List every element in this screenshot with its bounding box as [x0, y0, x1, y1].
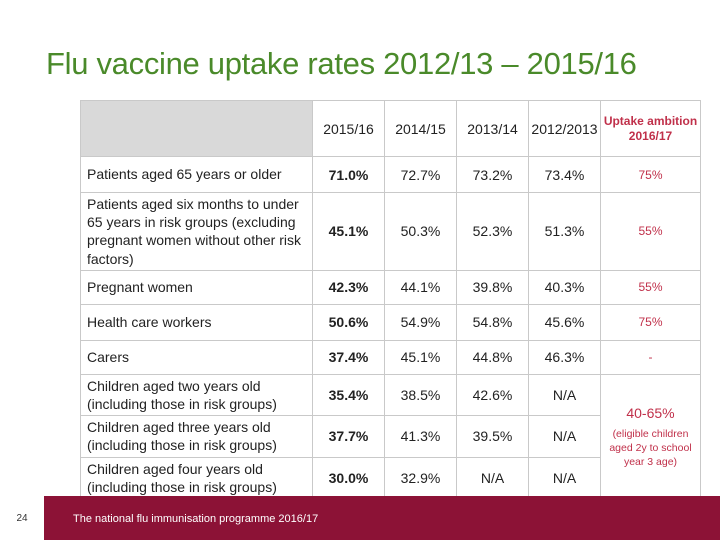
value-cell: 38.5% — [384, 373, 457, 417]
row-label: Children aged two years old (including t… — [80, 373, 313, 417]
ambition-cell: 75% — [600, 156, 701, 193]
value-cell: 45.1% — [384, 339, 457, 375]
table-row: Patients aged six months to under 65 yea… — [80, 192, 701, 271]
ambition-cell: - — [600, 339, 701, 375]
value-cell: 54.9% — [384, 303, 457, 341]
value-cell: 45.6% — [528, 303, 601, 341]
value-cell: 30.0% — [312, 456, 385, 499]
value-cell: 72.7% — [384, 156, 457, 193]
footer-text: The national flu immunisation programme … — [73, 513, 319, 525]
value-cell: 41.3% — [384, 415, 457, 458]
table-row: Children aged four years old (including … — [80, 456, 701, 499]
value-cell: 39.8% — [456, 269, 529, 305]
table-row: Children aged three years old (including… — [80, 415, 701, 458]
table-row: Carers 37.4% 45.1% 44.8% 46.3% - — [80, 339, 701, 375]
ambition-cell: 55% — [600, 192, 701, 271]
value-cell: 44.1% — [384, 269, 457, 305]
row-label: Carers — [80, 339, 313, 375]
value-cell: 45.1% — [312, 192, 385, 271]
value-cell: 54.8% — [456, 303, 529, 341]
value-cell: 71.0% — [312, 156, 385, 193]
footer-bar: 24 The national flu immunisation program… — [0, 496, 720, 540]
value-cell: 46.3% — [528, 339, 601, 375]
value-cell: 42.6% — [456, 373, 529, 417]
row-label: Children aged three years old (including… — [80, 415, 313, 458]
value-cell: N/A — [456, 456, 529, 499]
value-cell: 35.4% — [312, 373, 385, 417]
value-cell: 37.4% — [312, 339, 385, 375]
table-row: Pregnant women 42.3% 44.1% 39.8% 40.3% 5… — [80, 269, 701, 305]
page-number: 24 — [0, 496, 44, 540]
row-label: Health care workers — [80, 303, 313, 341]
ambition-column-header: Uptake ambition 2016/17 — [600, 100, 701, 157]
value-cell: 50.3% — [384, 192, 457, 271]
value-cell: N/A — [528, 456, 601, 499]
value-cell: 51.3% — [528, 192, 601, 271]
value-cell: 73.4% — [528, 156, 601, 193]
table-row: Patients aged 65 years or older 71.0% 72… — [80, 156, 701, 193]
header-label-cell — [80, 100, 313, 157]
table-header-row: 2015/16 2014/15 2013/14 2012/2013 Uptake… — [80, 100, 701, 157]
value-cell: N/A — [528, 373, 601, 417]
children-ambition-range: 40-65% — [626, 404, 675, 421]
children-ambition-cell: 40-65% (eligible children aged 2y to sch… — [600, 373, 701, 499]
column-header: 2015/16 — [312, 100, 385, 157]
ambition-cell: 75% — [600, 303, 701, 341]
value-cell: 44.8% — [456, 339, 529, 375]
value-cell: 39.5% — [456, 415, 529, 458]
value-cell: 40.3% — [528, 269, 601, 305]
column-header: 2014/15 — [384, 100, 457, 157]
table-row: Children aged two years old (including t… — [80, 373, 701, 499]
value-cell: 73.2% — [456, 156, 529, 193]
value-cell: 42.3% — [312, 269, 385, 305]
page-title: Flu vaccine uptake rates 2012/13 – 2015/… — [46, 46, 637, 81]
value-cell: 52.3% — [456, 192, 529, 271]
row-label: Pregnant women — [80, 269, 313, 305]
children-ambition-note: (eligible children aged 2y to school yea… — [609, 427, 692, 468]
column-header: 2012/2013 — [528, 100, 601, 157]
value-cell: N/A — [528, 415, 601, 458]
row-label: Patients aged six months to under 65 yea… — [80, 192, 313, 271]
ambition-cell: 55% — [600, 269, 701, 305]
row-label: Patients aged 65 years or older — [80, 156, 313, 193]
uptake-table: 2015/16 2014/15 2013/14 2012/2013 Uptake… — [80, 100, 701, 499]
table-row: Health care workers 50.6% 54.9% 54.8% 45… — [80, 303, 701, 341]
row-label: Children aged four years old (including … — [80, 456, 313, 499]
column-header: 2013/14 — [456, 100, 529, 157]
value-cell: 32.9% — [384, 456, 457, 499]
value-cell: 37.7% — [312, 415, 385, 458]
value-cell: 50.6% — [312, 303, 385, 341]
